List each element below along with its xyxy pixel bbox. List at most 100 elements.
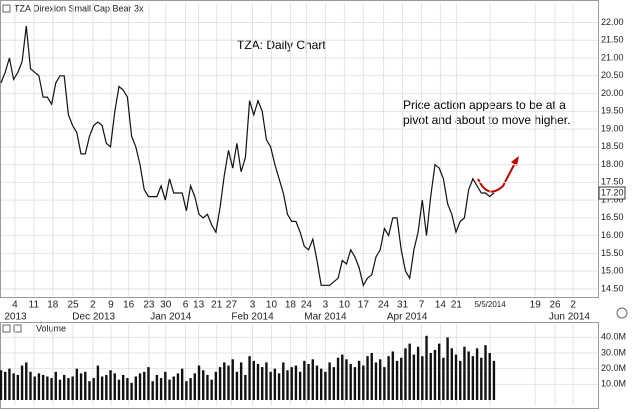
volume-bar	[67, 378, 70, 400]
volume-bar	[176, 373, 180, 400]
volume-bar	[172, 376, 175, 400]
volume-bar	[488, 353, 491, 400]
month-label: 2013	[4, 312, 27, 323]
volume-bar	[155, 374, 159, 400]
month-label: Jan 2014	[150, 312, 192, 323]
month-label: Dec 2013	[72, 312, 115, 323]
y-tick-label: 19.50	[601, 106, 624, 116]
volume-bar	[71, 376, 74, 400]
x-tick-label: 18	[285, 300, 297, 311]
month-label: Jun 2014	[549, 312, 591, 323]
volume-bar	[383, 367, 386, 400]
y-tick-label: 20.50	[601, 70, 624, 80]
volume-bar	[121, 374, 125, 400]
volume-bar	[446, 337, 449, 400]
x-tick-label: 25	[67, 300, 79, 311]
volume-bar	[159, 378, 163, 400]
price-panel	[0, 0, 599, 298]
volume-bar	[433, 349, 437, 400]
volume-bar	[349, 363, 352, 400]
y-tick-label: 20.00	[601, 88, 624, 98]
x-tick-label: 14	[435, 300, 447, 311]
y-tick-label: 40.0M	[601, 332, 626, 342]
volume-bar	[168, 379, 171, 400]
volume-bar	[239, 362, 243, 400]
x-tick-label: 3	[250, 300, 256, 311]
volume-bar	[294, 365, 298, 400]
volume-bar	[345, 359, 348, 400]
volume-bar	[261, 367, 264, 400]
volume-bar	[391, 351, 395, 400]
volume-bar	[62, 374, 66, 400]
volume-bar	[328, 362, 331, 400]
volume-bar	[362, 365, 365, 400]
volume-bar	[378, 359, 382, 400]
volume-bar	[282, 362, 285, 400]
x-tick-label: 24	[301, 300, 313, 311]
volume-bar	[25, 362, 28, 400]
volume-bar	[33, 376, 36, 400]
volume-bar	[315, 365, 319, 400]
x-tick-label: 10	[266, 300, 278, 311]
x-tick-label: 7	[419, 300, 425, 311]
volume-bar	[197, 365, 201, 400]
y-tick-label: 16.50	[601, 212, 624, 222]
volume-bar	[492, 360, 496, 400]
x-tick-label: 2	[90, 300, 96, 311]
x-tick-label: 2	[570, 300, 576, 311]
volume-bar	[134, 376, 138, 400]
volume-bar	[46, 376, 49, 400]
volume-bar	[100, 376, 104, 400]
x-tick-label: 18	[47, 300, 59, 311]
x-tick-label: 9	[108, 300, 114, 311]
volume-bar	[290, 367, 293, 400]
y-tick-label: 18.50	[601, 141, 624, 151]
y-tick-label: 17.50	[601, 177, 624, 187]
volume-bar	[395, 360, 399, 400]
y-tick-label: 10.0M	[601, 379, 626, 389]
collapse-icon[interactable]	[2, 4, 11, 13]
volume-bar	[84, 371, 87, 400]
volume-bar	[206, 374, 209, 400]
volume-bar	[421, 356, 424, 400]
y-tick-label: 19.00	[601, 123, 624, 133]
volume-bar	[117, 379, 121, 400]
volume-bar	[484, 345, 487, 400]
x-tick-label: 4	[12, 300, 18, 311]
volume-bar	[307, 363, 310, 400]
volume-bar	[37, 373, 41, 400]
volume-bar	[256, 363, 260, 400]
y-tick-label: 18.00	[601, 159, 624, 169]
volume-bar	[227, 365, 230, 400]
volume-bar	[387, 356, 390, 400]
volume-bar	[92, 378, 95, 400]
volume-bar	[214, 371, 218, 400]
y-tick-label: 21.00	[601, 52, 624, 62]
volume-bar	[454, 354, 458, 400]
volume-bar	[151, 381, 154, 400]
collapse-icon[interactable]	[13, 324, 22, 333]
volume-bar	[248, 356, 251, 400]
volume-bar	[303, 360, 306, 400]
x-tick-label: 5/5/2014	[475, 300, 507, 309]
volume-bar	[54, 371, 57, 400]
volume-bar	[75, 368, 79, 400]
zoom-icon[interactable]	[616, 307, 628, 319]
volume-bar	[4, 371, 7, 400]
volume-bar	[298, 371, 302, 400]
volume-bar	[231, 359, 234, 400]
volume-bar	[265, 362, 268, 400]
volume-bar	[126, 378, 129, 400]
volume-bar	[374, 362, 378, 400]
volume-bar	[113, 373, 116, 400]
volume-bar	[459, 360, 462, 400]
volume-bar	[244, 374, 247, 400]
y-tick-label: 15.50	[601, 248, 624, 258]
volume-bar	[218, 367, 222, 400]
y-tick-label: 16.00	[601, 230, 624, 240]
volume-bar	[341, 354, 344, 400]
volume-bar	[16, 374, 20, 400]
volume-bar	[416, 346, 420, 400]
collapse-icon[interactable]	[2, 324, 11, 333]
month-label: Apr 2014	[387, 312, 428, 323]
